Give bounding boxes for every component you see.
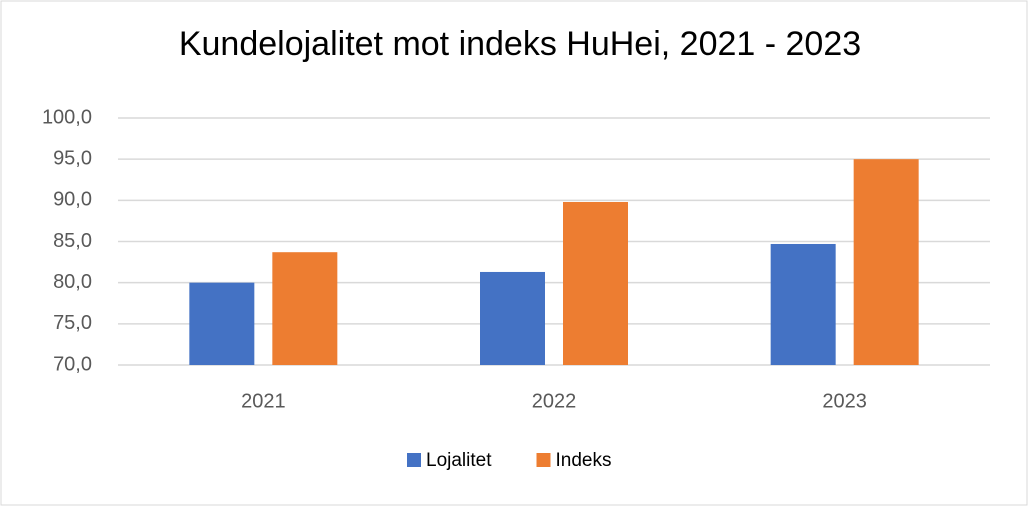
y-tick-label: 75,0 bbox=[53, 312, 92, 334]
bar bbox=[189, 282, 255, 365]
y-tick-label: 95,0 bbox=[53, 147, 92, 169]
y-tick-label: 85,0 bbox=[53, 230, 92, 252]
y-tick-label: 90,0 bbox=[53, 189, 92, 211]
bar bbox=[480, 271, 545, 365]
chart-title: Kundelojalitet mot indeks HuHei, 2021 - … bbox=[179, 25, 861, 63]
y-tick-label: 80,0 bbox=[53, 271, 92, 293]
bar bbox=[770, 243, 836, 365]
bar bbox=[272, 252, 338, 365]
x-tick-label: 2022 bbox=[532, 390, 577, 412]
x-tick-label: 2023 bbox=[822, 390, 867, 412]
legend-label: Lojalitet bbox=[426, 450, 492, 471]
legend-label: Indeks bbox=[556, 450, 612, 471]
bar bbox=[853, 159, 919, 365]
bar bbox=[563, 201, 628, 365]
legend-swatch bbox=[407, 453, 421, 467]
legend-swatch bbox=[536, 453, 551, 467]
y-tick-label: 70,0 bbox=[53, 353, 92, 375]
x-tick-label: 2021 bbox=[241, 390, 286, 412]
y-tick-label: 100,0 bbox=[42, 106, 92, 128]
